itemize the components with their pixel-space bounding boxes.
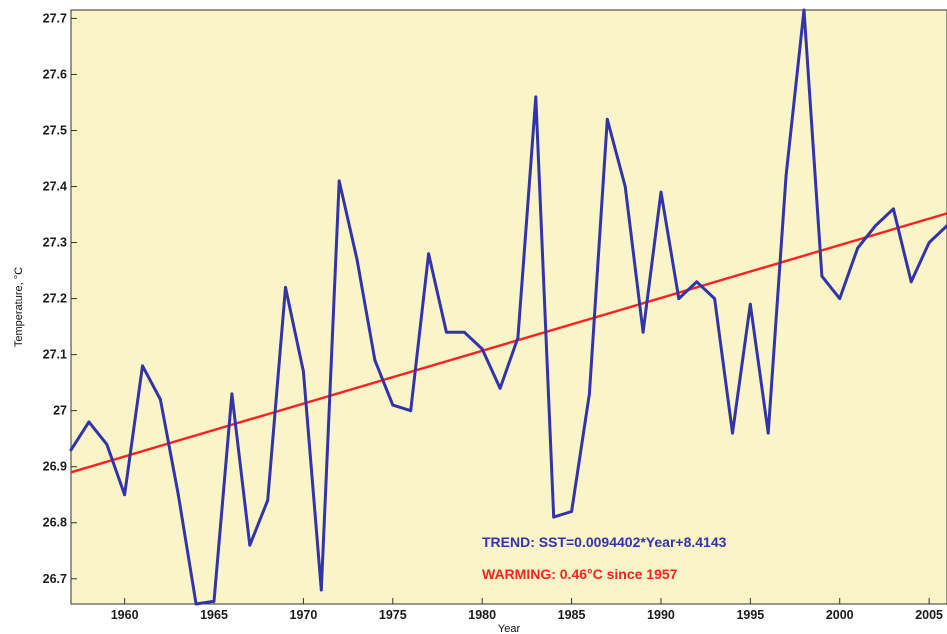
x-tick-label: 1970 <box>290 608 318 622</box>
x-tick-label: 1965 <box>200 608 228 622</box>
sst-point <box>409 409 413 413</box>
sst-point <box>695 280 699 284</box>
sst-point <box>927 241 931 244</box>
y-tick-label: 26.7 <box>43 572 67 586</box>
sst-point <box>212 599 216 603</box>
x-tick-label: 1975 <box>379 608 407 622</box>
sst-point <box>302 370 305 373</box>
x-tick-label: 1980 <box>468 608 496 622</box>
sst-point <box>69 448 73 452</box>
sst-point <box>820 274 824 278</box>
y-tick-label: 27.7 <box>43 11 67 25</box>
sst-point <box>605 117 609 121</box>
x-axis: 1960 1965 1970 1975 1980 1985 1990 1995 2000 2005 <box>111 598 943 622</box>
sst-point <box>748 302 752 306</box>
sst-point <box>856 246 860 250</box>
trend-annotation: TREND: SST=0.0094402*Year+8.4143 <box>482 534 727 550</box>
sst-point <box>891 207 895 211</box>
y-tick-label: 27 <box>53 404 67 418</box>
sst-point <box>677 297 681 300</box>
sst-point <box>373 358 377 362</box>
x-tick-label: 1995 <box>736 608 764 622</box>
sst-point <box>176 493 180 497</box>
sst-point <box>588 392 591 396</box>
warming-annotation: WARMING: 0.46°C since 1957 <box>482 566 678 582</box>
sst-point <box>284 285 287 289</box>
sst-point <box>802 8 806 12</box>
sst-point <box>534 95 538 99</box>
y-tick-label: 27.4 <box>43 180 67 194</box>
plot-area <box>71 10 947 604</box>
sst-point <box>462 330 466 334</box>
sst-point <box>445 330 448 334</box>
x-tick-label: 1990 <box>647 608 675 622</box>
x-tick-label: 1985 <box>558 608 586 622</box>
sst-point <box>659 190 663 194</box>
sst-point <box>516 336 520 340</box>
sst-point <box>874 224 877 228</box>
sst-point <box>731 431 734 435</box>
sst-point <box>766 431 770 435</box>
x-axis-label: Year <box>498 623 521 634</box>
sst-point <box>355 257 359 261</box>
y-tick-label: 27.3 <box>43 236 67 250</box>
sst-point <box>87 420 91 424</box>
sst-point <box>230 392 234 396</box>
y-tick-label: 27.6 <box>43 67 67 81</box>
sst-point <box>141 364 144 368</box>
sst-point <box>123 493 127 497</box>
sst-point <box>105 442 109 446</box>
sst-points <box>69 8 947 606</box>
sst-point <box>158 398 162 401</box>
sst-point <box>623 185 627 188</box>
sst-point <box>838 297 842 300</box>
sst-point <box>480 347 484 351</box>
y-axis-label: Temperature, °C <box>13 267 25 347</box>
sst-point <box>570 510 573 513</box>
sst-point <box>319 588 323 592</box>
y-tick-label: 26.8 <box>43 516 67 530</box>
sst-point <box>784 173 788 177</box>
x-tick-label: 2005 <box>915 608 943 622</box>
sst-point <box>337 179 341 183</box>
y-axis: 26.7 26.8 26.9 27 27.1 27.2 27.3 27.4 27.5 27.6 27… <box>43 11 77 586</box>
sst-point <box>427 252 430 256</box>
y-tick-label: 26.9 <box>43 460 67 474</box>
y-tick-label: 27.5 <box>43 123 67 137</box>
x-tick-label: 2000 <box>826 608 854 622</box>
sst-point <box>909 280 913 284</box>
x-tick-label: 1960 <box>111 608 139 622</box>
sst-point <box>391 403 395 407</box>
sst-point <box>266 498 270 502</box>
sst-point <box>713 297 716 300</box>
sst-point <box>248 543 252 547</box>
sst-series-line <box>69 8 947 606</box>
sst-point <box>498 386 502 390</box>
plot-frame <box>70 9 947 605</box>
sst-point <box>194 602 198 606</box>
sst-point <box>641 330 645 334</box>
y-tick-label: 27.1 <box>43 348 67 362</box>
trend-line <box>70 212 947 474</box>
y-tick-label: 27.2 <box>43 292 67 306</box>
sst-point <box>552 515 556 519</box>
